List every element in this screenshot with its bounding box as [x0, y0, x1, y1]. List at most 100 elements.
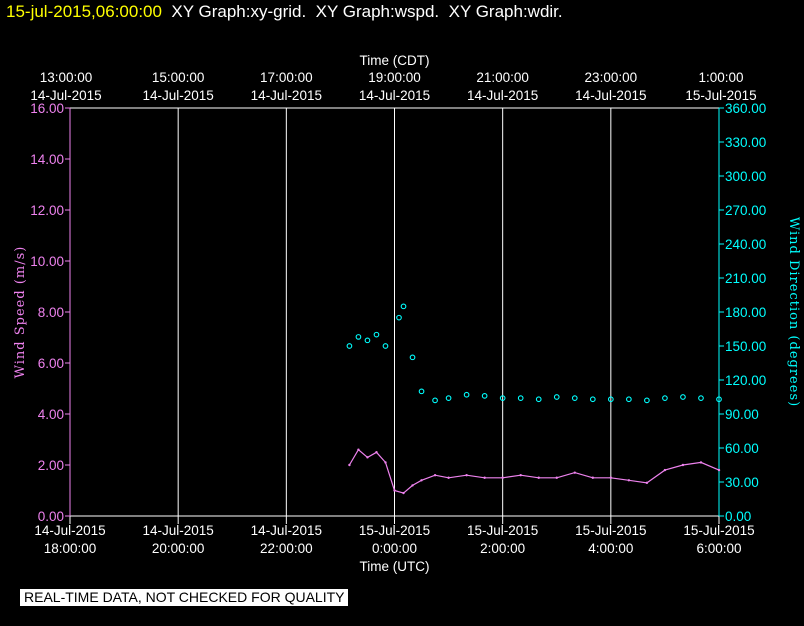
bottom-tick-label: 18:00:00 — [44, 541, 97, 556]
right-tick-label: 240.00 — [725, 237, 766, 252]
left-speed-axis: 0.00 2.00 4.00 6.00 8.00 10.00 12.00 14.00 16.00… — [13, 101, 70, 524]
wind-direction-point — [396, 314, 402, 321]
top-tick-label: 1:00:00 — [698, 70, 743, 85]
wind-speed-point — [483, 476, 486, 479]
wind-speed-point — [447, 476, 450, 479]
wind-speed-point — [645, 481, 649, 485]
wind-direction-point — [662, 395, 668, 401]
wind-speed-point — [663, 468, 667, 472]
quality-notice: REAL-TIME DATA, NOT CHECKED FOR QUALITY — [20, 589, 349, 606]
wind-speed-point — [591, 476, 595, 479]
wind-speed-point — [366, 456, 369, 459]
wind-speed-point — [393, 489, 396, 492]
right-tick-label: 270.00 — [725, 203, 766, 218]
wind-speed-point — [465, 474, 468, 477]
wind-speed-point — [402, 491, 405, 495]
wind-direction-point — [382, 343, 389, 349]
wind-speed-point — [501, 476, 504, 479]
bottom-tick-label: 14-Jul-2015 — [251, 523, 322, 538]
top-tick-label: 14-Jul-2015 — [251, 88, 322, 103]
right-tick-label: 0.00 — [725, 509, 751, 524]
wind-direction-point — [571, 395, 578, 401]
top-tick-label: 14-Jul-2015 — [575, 88, 646, 103]
wind-speed-line — [348, 448, 720, 494]
top-tick-label: 14-Jul-2015 — [467, 88, 538, 103]
wind-direction-point — [481, 393, 488, 399]
wind-speed-point — [717, 468, 721, 472]
bottom-tick-label: 14-Jul-2015 — [34, 523, 105, 538]
top-axis-label: Time (CDT) — [360, 53, 430, 68]
header-graph-label-wspd: XY Graph:wspd. — [315, 2, 440, 21]
bottom-tick-label: 4:00:00 — [588, 541, 633, 556]
right-axis-label: Wind Direction (degrees) — [786, 217, 801, 407]
right-tick-label: 120.00 — [725, 373, 766, 388]
wind-direction-point — [364, 337, 371, 344]
wind-speed-point — [537, 476, 540, 479]
wind-speed-point — [420, 479, 423, 482]
right-tick-label: 330.00 — [725, 135, 766, 150]
top-tick-label: 14-Jul-2015 — [143, 88, 214, 103]
wind-speed-point — [609, 476, 613, 479]
wind-speed-point — [357, 448, 360, 451]
wind-direction-point — [698, 395, 704, 401]
top-tick-label: 15:00:00 — [152, 70, 205, 85]
right-tick-label: 210.00 — [725, 271, 766, 286]
header-graph-label-wdir: XY Graph:wdir. — [448, 2, 563, 21]
wind-speed-point — [555, 476, 558, 479]
left-axis-label: Wind Speed (m/s) — [13, 246, 28, 379]
bottom-tick-label: 14-Jul-2015 — [143, 523, 214, 538]
bottom-tick-label: 0:00:00 — [372, 541, 417, 556]
bottom-tick-label: 15-Jul-2015 — [359, 523, 430, 538]
wind-direction-point — [355, 334, 362, 340]
wind-direction-point — [553, 394, 560, 400]
left-tick-label: 10.00 — [30, 254, 64, 269]
top-tick-label: 15-Jul-2015 — [685, 88, 756, 103]
top-tick-label: 14-Jul-2015 — [30, 88, 101, 103]
right-direction-axis: 0.00 30.00 60.00 90.00 120.00 150.00 180.00 210… — [719, 101, 801, 524]
bottom-tick-label: 20:00:00 — [152, 541, 205, 556]
wind-speed-point — [433, 474, 437, 477]
bottom-tick-label: 6:00:00 — [696, 541, 741, 556]
wind-direction-point — [499, 395, 506, 401]
wind-direction-point — [445, 395, 452, 401]
wind-direction-point — [716, 396, 722, 403]
left-tick-label: 2.00 — [38, 458, 64, 473]
graph-header: 15-jul-2015,06:00:00 XY Graph:xy-grid. X… — [6, 2, 563, 22]
left-tick-label: 16.00 — [30, 101, 64, 116]
grid-lines — [69, 108, 720, 516]
wind-direction-point — [607, 396, 614, 403]
wind-speed-point — [519, 474, 522, 477]
right-tick-label: 150.00 — [725, 339, 766, 354]
top-tick-label: 21:00:00 — [476, 70, 529, 85]
wind-direction-point — [517, 395, 524, 401]
wind-direction-point — [626, 396, 632, 403]
wind-direction-point — [346, 343, 353, 349]
wind-speed-point — [411, 484, 414, 487]
top-tick-label: 13:00:00 — [40, 70, 93, 85]
header-graph-label-grid: XY Graph:xy-grid. — [171, 2, 307, 21]
wind-speed-point — [375, 451, 378, 454]
wind-speed-point — [627, 479, 631, 482]
left-tick-label: 14.00 — [30, 152, 64, 167]
left-tick-label: 6.00 — [38, 356, 64, 371]
wind-speed-point — [573, 471, 576, 474]
wind-direction-point — [432, 397, 438, 404]
right-tick-label: 300.00 — [725, 169, 766, 184]
wind-speed-point — [348, 463, 351, 467]
wind-direction-point — [680, 394, 686, 400]
right-tick-label: 60.00 — [725, 441, 759, 456]
right-tick-label: 180.00 — [725, 305, 766, 320]
wind-direction-point — [644, 397, 650, 404]
wind-direction-point — [418, 388, 425, 395]
bottom-axis-label: Time (UTC) — [360, 559, 430, 574]
top-time-axis: Time (CDT) 13:00:00 14-Jul-2015 15:00:00 14-… — [30, 53, 756, 103]
wind-direction-point — [373, 331, 380, 338]
top-tick-label: 17:00:00 — [260, 70, 313, 85]
bottom-time-axis: 14-Jul-2015 18:00:00 14-Jul-2015 20:00:00 14… — [34, 516, 755, 574]
header-timestamp: 15-jul-2015,06:00:00 — [6, 2, 162, 21]
wind-speed-point — [681, 463, 685, 467]
wind-speed-point — [384, 461, 387, 464]
wind-direction-series — [346, 303, 722, 404]
wind-direction-point — [463, 391, 470, 398]
